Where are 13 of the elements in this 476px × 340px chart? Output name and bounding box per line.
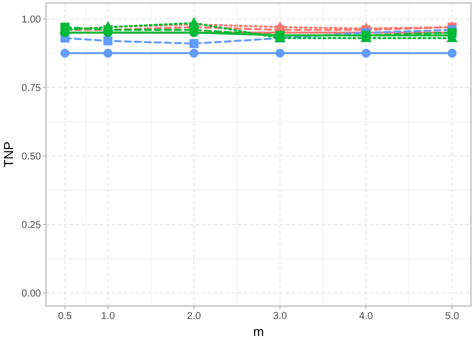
- y-tick-label: 1.00: [22, 14, 42, 26]
- y-tick-label: 0.00: [22, 288, 42, 300]
- x-tick-label: 1.0: [100, 311, 116, 322]
- x-tick-label: 4.0: [359, 311, 374, 322]
- x-tick-label: 2.0: [187, 311, 202, 322]
- y-axis-title: TNP: [1, 142, 16, 168]
- y-tick-label: 0.25: [22, 220, 42, 232]
- y-tick-label: 0.75: [22, 82, 42, 94]
- y-tick-label: 0.50: [22, 152, 42, 163]
- x-tick-label: 5.0: [445, 311, 460, 322]
- x-tick-label: 3.0: [273, 311, 288, 322]
- x-axis-title: m: [253, 324, 264, 339]
- x-tick-label: 0.5: [58, 311, 72, 322]
